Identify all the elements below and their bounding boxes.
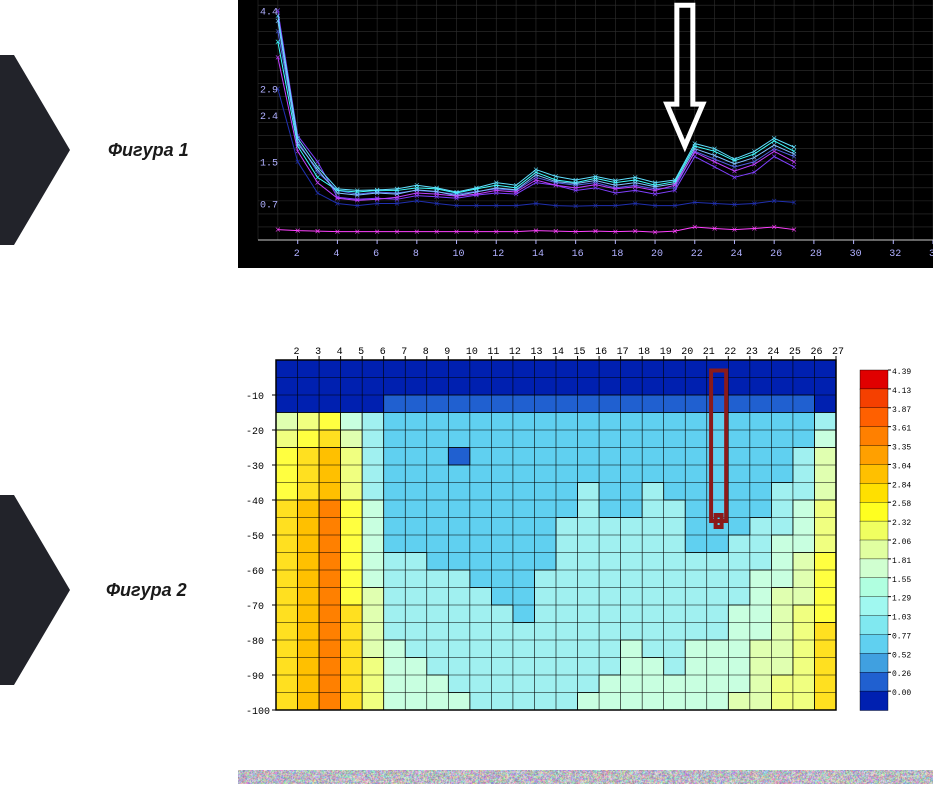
svg-text:-10: -10 <box>246 392 264 403</box>
svg-text:13: 13 <box>530 347 542 358</box>
svg-text:8: 8 <box>413 249 419 260</box>
figure1-label: Фигура 1 <box>108 140 189 161</box>
svg-text:9: 9 <box>444 347 450 358</box>
svg-text:23: 23 <box>746 347 758 358</box>
svg-text:1.03: 1.03 <box>892 614 911 623</box>
chevron-1 <box>0 55 70 245</box>
svg-text:18: 18 <box>638 347 650 358</box>
svg-text:-40: -40 <box>246 497 264 508</box>
svg-text:0.52: 0.52 <box>892 651 911 660</box>
svg-text:24: 24 <box>730 249 742 260</box>
svg-text:14: 14 <box>552 347 564 358</box>
svg-text:-100: -100 <box>246 707 270 718</box>
svg-text:-70: -70 <box>246 602 264 613</box>
line-chart: 0.71.52.42.94.42468101214161820222426283… <box>238 0 933 268</box>
svg-text:10: 10 <box>466 347 478 358</box>
svg-text:18: 18 <box>611 249 623 260</box>
svg-text:3.04: 3.04 <box>892 462 911 471</box>
svg-text:16: 16 <box>572 249 584 260</box>
svg-text:10: 10 <box>453 249 465 260</box>
svg-text:2.32: 2.32 <box>892 519 911 528</box>
chevron-2 <box>0 495 70 685</box>
svg-text:1.81: 1.81 <box>892 557 911 566</box>
svg-text:3.61: 3.61 <box>892 425 911 434</box>
heatmap-chart: 2345678910111213141516171819202122232425… <box>238 340 933 740</box>
svg-text:0.26: 0.26 <box>892 670 911 679</box>
svg-text:20: 20 <box>651 249 663 260</box>
svg-text:12: 12 <box>492 249 504 260</box>
noise-strip <box>238 770 933 784</box>
figure2-label: Фигура 2 <box>106 580 187 601</box>
svg-text:2: 2 <box>294 249 300 260</box>
svg-text:32: 32 <box>889 249 901 260</box>
svg-text:0.77: 0.77 <box>892 632 911 641</box>
svg-text:22: 22 <box>724 347 736 358</box>
svg-text:25: 25 <box>789 347 801 358</box>
svg-text:5: 5 <box>358 347 364 358</box>
svg-text:-20: -20 <box>246 427 264 438</box>
svg-text:15: 15 <box>574 347 586 358</box>
svg-text:3: 3 <box>315 347 321 358</box>
svg-text:8: 8 <box>423 347 429 358</box>
svg-text:2.9: 2.9 <box>260 86 278 97</box>
svg-text:0.7: 0.7 <box>260 200 278 211</box>
svg-text:21: 21 <box>703 347 715 358</box>
svg-text:-60: -60 <box>246 567 264 578</box>
svg-text:-90: -90 <box>246 672 264 683</box>
svg-text:3.87: 3.87 <box>892 406 911 415</box>
svg-text:2.06: 2.06 <box>892 538 911 547</box>
svg-text:17: 17 <box>617 347 629 358</box>
svg-text:4.4: 4.4 <box>260 7 278 18</box>
svg-text:20: 20 <box>681 347 693 358</box>
svg-text:14: 14 <box>532 249 544 260</box>
svg-text:4.13: 4.13 <box>892 387 911 396</box>
svg-text:2.84: 2.84 <box>892 481 911 490</box>
svg-text:28: 28 <box>810 249 822 260</box>
svg-text:12: 12 <box>509 347 521 358</box>
svg-text:24: 24 <box>767 347 779 358</box>
svg-text:26: 26 <box>810 347 822 358</box>
svg-text:16: 16 <box>595 347 607 358</box>
svg-text:0.00: 0.00 <box>892 689 911 698</box>
svg-text:19: 19 <box>660 347 672 358</box>
svg-text:7: 7 <box>401 347 407 358</box>
svg-text:27: 27 <box>832 347 844 358</box>
svg-text:6: 6 <box>373 249 379 260</box>
svg-text:4: 4 <box>337 347 343 358</box>
svg-text:6: 6 <box>380 347 386 358</box>
svg-text:1.5: 1.5 <box>260 159 278 170</box>
svg-text:-50: -50 <box>246 532 264 543</box>
svg-text:2.58: 2.58 <box>892 500 911 509</box>
svg-text:-80: -80 <box>246 637 264 648</box>
svg-text:22: 22 <box>691 249 703 260</box>
svg-text:34: 34 <box>929 249 933 260</box>
svg-text:2.4: 2.4 <box>260 112 278 123</box>
svg-text:30: 30 <box>850 249 862 260</box>
svg-text:3.35: 3.35 <box>892 444 911 453</box>
svg-text:26: 26 <box>770 249 782 260</box>
svg-text:1.29: 1.29 <box>892 595 911 604</box>
svg-text:2: 2 <box>294 347 300 358</box>
svg-text:4.39: 4.39 <box>892 368 911 377</box>
svg-text:4: 4 <box>333 249 339 260</box>
svg-text:1.55: 1.55 <box>892 576 911 585</box>
svg-text:11: 11 <box>487 347 499 358</box>
svg-text:-30: -30 <box>246 462 264 473</box>
